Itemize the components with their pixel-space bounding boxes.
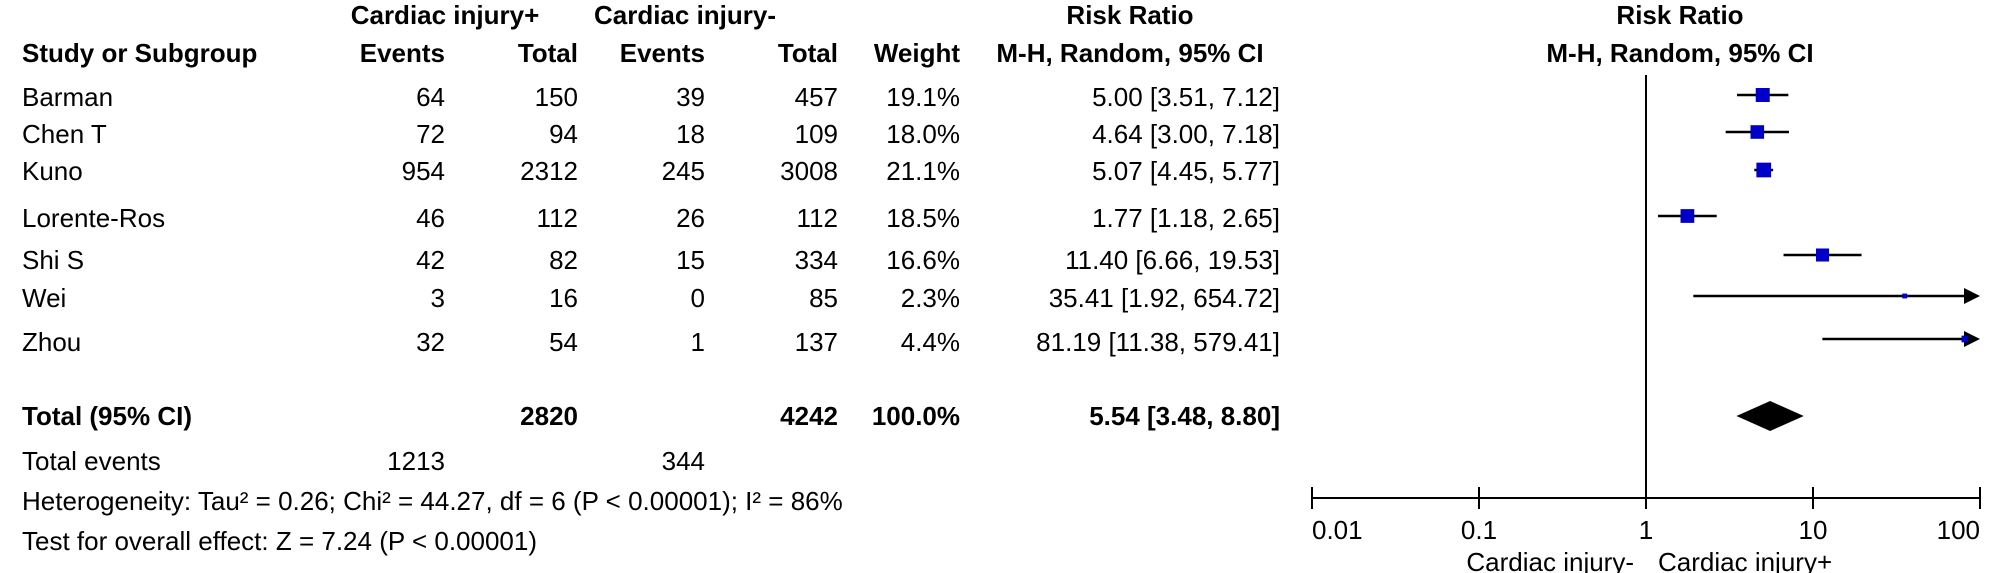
total1-value: 112 [536,203,578,233]
events1-value: 46 [416,203,445,233]
study-name: Kuno [22,156,83,186]
weight-value: 21.1% [886,156,960,186]
weight-value: 16.6% [886,245,960,275]
ci-arrow-right [1964,331,1980,347]
study-name: Chen T [22,119,107,149]
total2-value: 3008 [780,156,838,186]
group2-header: Cardiac injury- [593,0,777,30]
events1-value: 42 [416,245,445,275]
events2-value: 0 [690,283,705,313]
study-name: Barman [22,82,114,112]
study-marker [1902,293,1908,299]
total1-value: 82 [549,245,578,275]
overall-effect-text: Test for overall effect: Z = 7.24 (P < 0… [22,526,537,556]
total1-column-header: Total [517,38,578,68]
events1-column-header: Events [359,38,445,68]
total1-value: 150 [534,82,578,112]
events1-value: 64 [416,82,445,112]
events1-value: 32 [416,327,445,357]
total2-value: 109 [794,119,838,149]
weight-value: 4.4% [900,327,960,357]
study-name: Zhou [22,327,82,357]
events2-column-header: Events [619,38,705,68]
total2-value: 85 [809,283,838,313]
events2-value: 26 [676,203,705,233]
ci-value: 4.64 [3.00, 7.18] [1092,119,1280,149]
ci-value: 81.19 [11.38, 579.41] [1036,327,1280,357]
total-ci: 5.54 [3.48, 8.80] [1089,401,1280,431]
total2-value: 457 [794,82,838,112]
events1-value: 954 [401,156,445,186]
study-marker [1680,209,1695,223]
favours-right-label: Cardiac injury+ [1658,547,1832,573]
total2-sum: 4242 [780,401,838,431]
study-marker [1750,125,1765,139]
method-column-header: M-H, Random, 95% CI [996,38,1264,68]
weight-value: 2.3% [900,283,960,313]
events2-value: 245 [661,156,705,186]
plot-title: Risk Ratio [1616,0,1744,30]
study-marker [1815,248,1830,262]
total1-sum: 2820 [520,401,578,431]
ci-value: 5.07 [4.45, 5.77] [1092,156,1280,186]
favours-left-label: Cardiac injury- [1466,547,1634,573]
events2-value: 1 [690,327,705,357]
heterogeneity-text: Heterogeneity: Tau² = 0.26; Chi² = 44.27… [22,486,843,516]
group1-header: Cardiac injury+ [350,0,540,30]
total1-value: 94 [549,119,578,149]
events2-value: 15 [676,245,705,275]
study-name: Lorente-Ros [22,203,166,233]
weight-value: 18.0% [886,119,960,149]
pooled-diamond [1736,401,1804,431]
total2-column-header: Total [777,38,838,68]
study-name: Shi S [22,245,85,275]
ci-value: 5.00 [3.51, 7.12] [1092,82,1280,112]
total1-value: 16 [549,283,578,313]
total-weight: 100.0% [871,401,960,431]
x-tick-label: 0.01 [1312,515,1363,545]
study-column-header: Study or Subgroup [22,38,258,68]
total1-value: 54 [549,327,578,357]
total-label: Total (95% CI) [22,401,192,431]
total2-value: 334 [794,245,838,275]
events1-value: 3 [430,283,445,313]
study-marker [1961,335,1969,343]
weight-value: 18.5% [886,203,960,233]
risk-ratio-header: Risk Ratio [1066,0,1194,30]
x-tick-label: 100 [1937,515,1980,545]
events2-value: 18 [676,119,705,149]
study-name: Wei [22,283,67,313]
ci-value: 11.40 [6.66, 19.53] [1065,245,1280,275]
study-marker [1755,88,1770,102]
total-events2: 344 [661,446,705,476]
study-marker [1756,162,1772,178]
x-tick-label: 1 [1639,515,1653,545]
ci-value: 1.77 [1.18, 2.65] [1092,203,1280,233]
plot-method-header: M-H, Random, 95% CI [1546,38,1814,68]
ci-value: 35.41 [1.92, 654.72] [1048,283,1280,313]
total-events-label: Total events [22,446,161,476]
weight-value: 19.1% [886,82,960,112]
x-tick-label: 0.1 [1461,515,1497,545]
weight-column-header: Weight [873,38,960,68]
total2-value: 112 [796,203,838,233]
events2-value: 39 [676,82,705,112]
total-events1: 1213 [387,446,445,476]
ci-arrow-right [1964,288,1980,304]
total1-value: 2312 [520,156,578,186]
events1-value: 72 [416,119,445,149]
x-tick-label: 10 [1799,515,1828,545]
total2-value: 137 [794,327,838,357]
